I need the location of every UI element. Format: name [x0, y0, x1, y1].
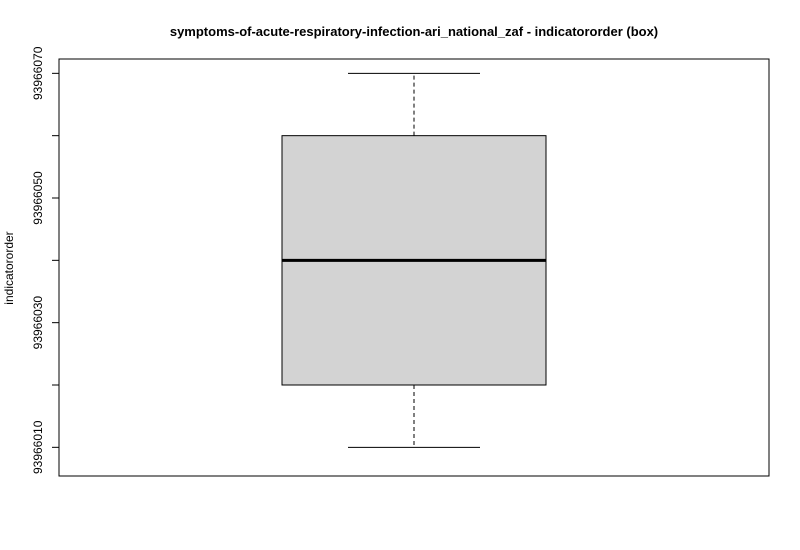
y-tick-label: 93966030 — [31, 296, 45, 350]
y-axis-label: indicatororder — [2, 231, 16, 304]
y-tick-label: 93966070 — [31, 46, 45, 100]
y-tick-label: 93966010 — [31, 420, 45, 474]
y-tick-label: 93966050 — [31, 171, 45, 225]
chart-title: symptoms-of-acute-respiratory-infection-… — [170, 24, 658, 39]
